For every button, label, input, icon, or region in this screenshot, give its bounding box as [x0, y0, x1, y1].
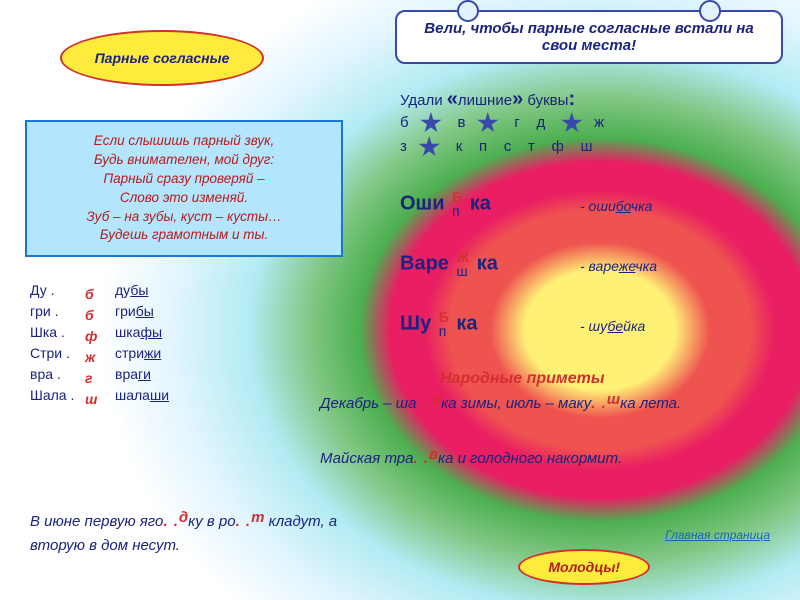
- letters-row-2: з к п с т ф ш: [400, 136, 593, 158]
- poem-l1: Если слышишь парный звук,: [94, 133, 275, 148]
- title-text: Парные согласные: [95, 50, 230, 66]
- poem-l6: Будешь грамотным и ты.: [100, 227, 269, 242]
- folk-title: Народные приметы: [440, 370, 605, 388]
- poem-l4: Слово это изменяй.: [120, 190, 248, 205]
- exercise-word: Шу Бп ка: [400, 310, 478, 338]
- exercise-answer: - варежечка: [580, 258, 657, 274]
- word-row: вра .гвраги: [30, 364, 169, 385]
- task-heading: Удали «лишние» буквы:: [400, 88, 575, 111]
- banner-text: Вели, чтобы парные согласные встали на с…: [424, 20, 753, 54]
- word-row: Шка .фшкафы: [30, 322, 169, 343]
- exercise-word: Варе Жш ка: [400, 250, 498, 278]
- letters-row-1: б в г д ж: [400, 112, 604, 134]
- praise-oval: Молодцы!: [518, 549, 650, 585]
- sentence-2: Майская тра. .вка и голодного накормит.: [320, 450, 622, 467]
- star-icon: [420, 112, 442, 134]
- exercise-answer: - шубейка: [580, 318, 645, 334]
- word-row: Стри .жстрижи: [30, 343, 169, 364]
- word-row: гри .бгрибы: [30, 301, 169, 322]
- title-oval: Парные согласные: [60, 30, 264, 86]
- poem-l5: Зуб – на зубы, куст – кусты…: [86, 209, 281, 224]
- star-icon: [477, 112, 499, 134]
- sentence-3: В июне первую яго. .дку в ро. .т кладут,…: [30, 510, 350, 558]
- star-icon: [418, 136, 440, 158]
- instruction-banner: Вели, чтобы парные согласные встали на с…: [395, 10, 783, 64]
- home-link[interactable]: Главная страница: [665, 528, 770, 542]
- poem-l3: Парный сразу проверяй –: [103, 171, 264, 186]
- word-list: Ду .бдубы гри .бгрибы Шка .фшкафы Стри .…: [30, 280, 169, 406]
- poem-box: Если слышишь парный звук, Будь внимателе…: [25, 120, 343, 257]
- word-row: Ду .бдубы: [30, 280, 169, 301]
- praise-text: Молодцы!: [548, 559, 620, 575]
- word-row: Шала .шшалаши: [30, 385, 169, 406]
- exercise-word: Оши Бп ка: [400, 190, 491, 218]
- sentence-1: Декабрь – ша. .пка зимы, июль – маку. .ш…: [320, 395, 681, 412]
- star-icon: [561, 112, 583, 134]
- poem-l2: Будь внимателен, мой друг:: [94, 152, 274, 167]
- exercise-answer: - ошибочка: [580, 198, 652, 214]
